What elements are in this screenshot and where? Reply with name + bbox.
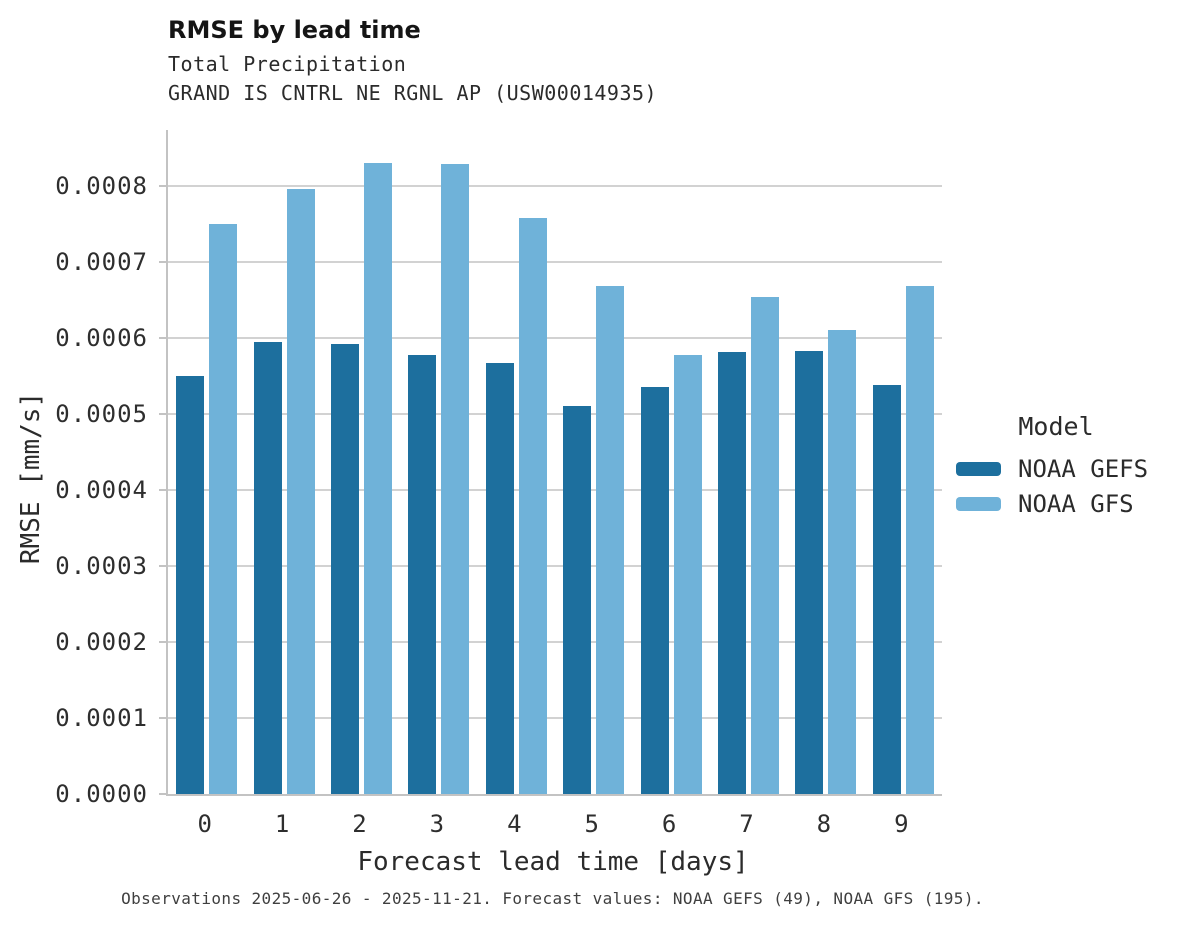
- legend-title: Model: [1018, 412, 1094, 441]
- chart-subtitle-variable: Total Precipitation: [168, 52, 407, 76]
- y-tick-label: 0.0003: [55, 552, 148, 580]
- chart-title: RMSE by lead time: [168, 16, 421, 44]
- x-tick-label: 6: [661, 810, 677, 838]
- gridline: [168, 185, 942, 187]
- bar-noaa-gfs-day0: [209, 224, 238, 794]
- x-tick-label: 2: [352, 810, 367, 838]
- y-tick-mark: [159, 793, 166, 795]
- bar-noaa-gfs-day4: [518, 217, 547, 794]
- x-axis-label: Forecast lead time [days]: [357, 847, 749, 877]
- y-tick-label: 0.0006: [55, 324, 148, 352]
- bar-noaa-gfs-day8: [828, 329, 857, 794]
- y-tick-label: 0.0001: [55, 704, 148, 732]
- x-tick-label: 4: [507, 810, 522, 838]
- legend-label: NOAA GEFS: [1018, 454, 1149, 483]
- legend-entry-noaa-gefs: NOAA GEFS: [956, 451, 1166, 486]
- x-tick-label: 8: [816, 810, 832, 838]
- bar-noaa-gfs-day1: [286, 189, 315, 794]
- bar-noaa-gfs-day7: [751, 297, 779, 794]
- y-tick-mark: [159, 565, 166, 567]
- x-tick-label: 5: [584, 810, 599, 838]
- y-tick-mark: [159, 413, 166, 415]
- bar-noaa-gefs-day9: [872, 385, 901, 794]
- gridline: [168, 641, 942, 643]
- gridline: [168, 261, 942, 263]
- gridline: [168, 717, 942, 719]
- legend-entry-noaa-gfs: NOAA GFS: [956, 486, 1166, 521]
- y-tick-mark: [159, 717, 166, 719]
- legend-swatch: [956, 496, 1001, 511]
- legend-swatch: [956, 461, 1001, 476]
- x-tick-label: 9: [894, 810, 909, 838]
- y-tick-label: 0.0002: [55, 628, 148, 656]
- y-tick-mark: [159, 185, 166, 187]
- bar-noaa-gefs-day2: [331, 344, 359, 794]
- y-tick-mark: [159, 489, 166, 491]
- chart-subtitle-station: GRAND IS CNTRL NE RGNL AP (USW00014935): [168, 81, 658, 105]
- gridline: [168, 565, 942, 567]
- y-tick-label: 0.0000: [55, 780, 148, 808]
- bar-noaa-gefs-day3: [408, 354, 437, 794]
- y-tick-mark: [159, 337, 166, 339]
- x-tick-label: 0: [197, 810, 212, 838]
- chart-footer-caption: Observations 2025-06-26 - 2025-11-21. Fo…: [121, 889, 984, 908]
- y-tick-label: 0.0007: [55, 248, 148, 276]
- bar-noaa-gefs-day5: [563, 405, 592, 794]
- bar-noaa-gefs-day1: [253, 341, 282, 794]
- y-tick-label: 0.0004: [55, 476, 148, 504]
- bar-noaa-gefs-day8: [795, 350, 824, 794]
- gridline: [168, 337, 942, 339]
- x-tick-label: 7: [739, 810, 754, 838]
- plot-area: [159, 130, 942, 796]
- bar-noaa-gfs-day5: [596, 286, 625, 794]
- gridline: [168, 489, 942, 491]
- y-tick-mark: [159, 261, 166, 263]
- bar-noaa-gfs-day9: [905, 285, 934, 794]
- legend: Model NOAA GEFS NOAA GFS: [956, 412, 1166, 521]
- bar-noaa-gfs-day3: [441, 164, 470, 794]
- x-tick-label: 1: [274, 810, 290, 838]
- y-tick-label: 0.0008: [55, 172, 148, 200]
- bar-noaa-gefs-day4: [485, 363, 514, 794]
- y-tick-mark: [159, 641, 166, 643]
- gridline: [168, 413, 942, 415]
- y-tick-label: 0.0005: [55, 400, 148, 428]
- legend-entries: NOAA GEFS NOAA GFS: [956, 451, 1166, 521]
- bar-noaa-gefs-day7: [718, 352, 746, 794]
- bar-noaa-gfs-day6: [673, 354, 702, 794]
- legend-label: NOAA GFS: [1018, 489, 1134, 518]
- x-tick-label: 3: [429, 810, 445, 838]
- bar-noaa-gefs-day6: [640, 387, 669, 794]
- bar-noaa-gfs-day2: [364, 163, 392, 794]
- bar-noaa-gefs-day0: [176, 376, 205, 794]
